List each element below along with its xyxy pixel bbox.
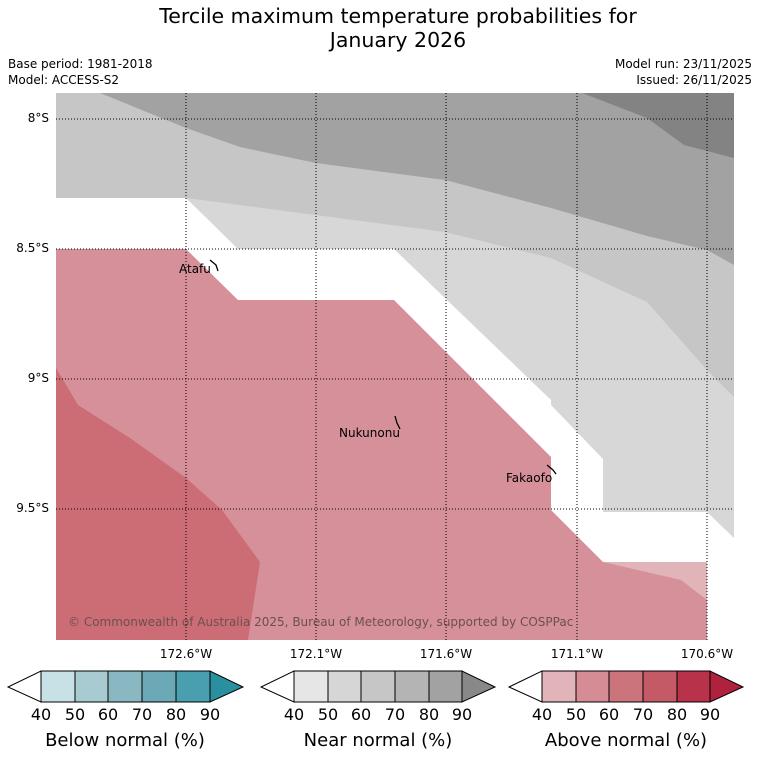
- colorbar-near-normal: [259, 670, 497, 703]
- lon-label-172-6w: 172.6°W: [159, 647, 213, 661]
- cbar-below-title: Below normal (%): [45, 730, 205, 751]
- cbar-near-tick: 40: [283, 705, 305, 724]
- cbar-below-seg-3: [108, 671, 142, 702]
- cbar-below-dividers: [74, 671, 177, 702]
- nukunonu-atoll-shape: [394, 415, 401, 430]
- cbar-near-extend-low: [259, 670, 295, 703]
- cbar-above-seg-3: [609, 671, 643, 702]
- cbar-near-seg-5: [429, 671, 462, 702]
- graticule: [56, 93, 734, 640]
- cbar-below-tick: 80: [165, 705, 187, 724]
- cbar-near-tick: 80: [418, 705, 440, 724]
- cbar-above-dividers: [575, 671, 678, 702]
- cbar-below-tick: 90: [199, 705, 221, 724]
- cbar-above-tick: 80: [666, 705, 688, 724]
- cbar-above-tick: 50: [565, 705, 587, 724]
- cbar-near-tick: 70: [384, 705, 406, 724]
- lon-label-170-6w: 170.6°W: [680, 647, 734, 661]
- model-name: Model: ACCESS-S2: [8, 73, 120, 87]
- cbar-below-extend-low: [6, 670, 42, 703]
- cbar-near-seg-1: [294, 671, 328, 702]
- cbar-near-title: Near normal (%): [303, 730, 453, 751]
- atafu-atoll-shape: [209, 259, 219, 272]
- above-normal-60-region: [56, 368, 260, 640]
- lat-label-9-5s: 9.5°S: [16, 501, 49, 515]
- place-label-nukunonu: Nukunonu: [339, 426, 400, 440]
- base-period: Base period: 1981-2018: [8, 57, 153, 71]
- copyright-notice: © Commonwealth of Australia 2025, Bureau…: [68, 615, 573, 629]
- cbar-below-extend-high: [209, 670, 245, 703]
- cbar-above-tick: 70: [632, 705, 654, 724]
- place-label-fakaofo: Fakaofo: [506, 471, 552, 485]
- cbar-below-seg-5: [176, 671, 210, 702]
- cbar-above-seg-4: [643, 671, 677, 702]
- cbar-above-seg-2: [576, 671, 609, 702]
- lon-label-171-1w: 171.1°W: [550, 647, 604, 661]
- issued-date: Issued: 26/11/2025: [636, 73, 752, 87]
- cbar-below-seg-4: [142, 671, 176, 702]
- lat-label-8s: 8°S: [27, 111, 49, 125]
- cbar-below-tick: 50: [64, 705, 86, 724]
- cbar-below-seg-2: [75, 671, 108, 702]
- lon-label-171-6w: 171.6°W: [419, 647, 473, 661]
- cbar-above-seg-1: [542, 671, 576, 702]
- meta-right: Model run: 23/11/2025 Issued: 26/11/2025: [615, 56, 752, 88]
- fakaofo-atoll-shape: [546, 464, 557, 475]
- cbar-above-outline: [541, 670, 711, 703]
- cbar-near-seg-4: [395, 671, 429, 702]
- cbar-near-tick: 60: [350, 705, 372, 724]
- cbar-below-seg-1: [41, 671, 75, 702]
- colorbar-above-normal: [507, 670, 745, 703]
- cbar-near-tick: 50: [317, 705, 339, 724]
- colorbar-below-normal: [6, 670, 245, 703]
- place-label-atafu: Atafu: [179, 262, 211, 276]
- cbar-near-seg-2: [328, 671, 361, 702]
- map-title: Tercile maximum temperature probabilitie…: [0, 4, 758, 52]
- cbar-above-seg-5: [677, 671, 710, 702]
- lon-label-172-1w: 172.1°W: [289, 647, 343, 661]
- model-run: Model run: 23/11/2025: [614, 57, 752, 71]
- lat-label-8-5s: 8.5°S: [16, 241, 49, 255]
- cbar-near-extend-high: [461, 670, 497, 703]
- title-line-1: Tercile maximum temperature probabilitie…: [159, 4, 637, 28]
- cbar-above-tick: 40: [531, 705, 553, 724]
- lat-label-9s: 9°S: [27, 371, 49, 385]
- cbar-below-tick: 70: [131, 705, 153, 724]
- cbar-near-seg-3: [361, 671, 395, 702]
- above-normal-40-region: [603, 562, 707, 600]
- cbar-above-tick: 60: [598, 705, 620, 724]
- cbar-near-tick: 90: [451, 705, 473, 724]
- cbar-near-outline: [293, 670, 463, 703]
- map-plot-area: [56, 93, 734, 640]
- meta-left: Base period: 1981-2018 Model: ACCESS-S2: [8, 56, 153, 88]
- cbar-below-tick: 40: [30, 705, 52, 724]
- near-normal-70-region: [582, 93, 734, 158]
- cbar-above-extend-high: [709, 670, 745, 703]
- cbar-below-outline: [40, 670, 211, 703]
- cbar-above-tick: 90: [699, 705, 721, 724]
- near-normal-60-darker-region: [100, 93, 734, 265]
- cbar-above-title: Above normal (%): [544, 730, 708, 751]
- title-line-2: January 2026: [329, 28, 467, 52]
- cbar-above-extend-low: [507, 670, 543, 703]
- cbar-near-dividers: [327, 671, 430, 702]
- cbar-below-tick: 60: [97, 705, 119, 724]
